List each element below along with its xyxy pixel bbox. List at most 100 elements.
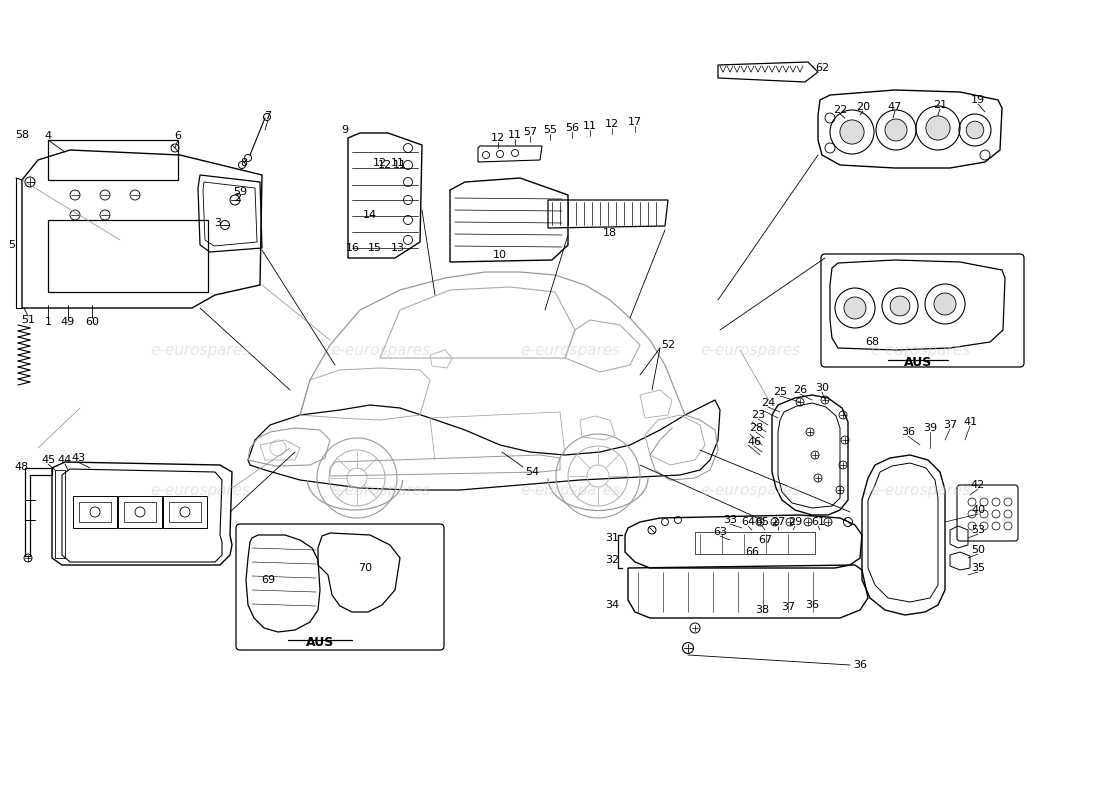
Text: 50: 50	[971, 545, 984, 555]
Text: 51: 51	[21, 315, 35, 325]
Text: 8: 8	[241, 158, 248, 168]
Circle shape	[840, 120, 865, 144]
Text: 11: 11	[583, 121, 597, 131]
Text: AUS: AUS	[904, 355, 932, 369]
Text: 29: 29	[788, 517, 802, 527]
Text: 11: 11	[393, 160, 407, 170]
Text: 64: 64	[741, 517, 755, 527]
Text: 11: 11	[508, 130, 522, 140]
Text: 47: 47	[888, 102, 902, 112]
Text: 12: 12	[605, 119, 619, 129]
Text: 65: 65	[755, 517, 769, 527]
Text: 36: 36	[852, 660, 867, 670]
Text: e-eurospares: e-eurospares	[520, 482, 620, 498]
Text: 1: 1	[44, 317, 52, 327]
Text: e-eurospares: e-eurospares	[700, 482, 800, 498]
Text: 44: 44	[58, 455, 73, 465]
Text: 3: 3	[214, 218, 221, 228]
Text: 34: 34	[605, 600, 619, 610]
Text: 63: 63	[713, 527, 727, 537]
Bar	[48, 220, 208, 292]
Text: e-eurospares: e-eurospares	[870, 482, 970, 498]
Text: 60: 60	[85, 317, 99, 327]
Text: e-eurospares: e-eurospares	[330, 342, 430, 358]
Text: 20: 20	[856, 102, 870, 112]
Text: 15: 15	[368, 243, 382, 253]
Text: 62: 62	[815, 63, 829, 73]
Text: 16: 16	[346, 243, 360, 253]
Text: 69: 69	[261, 575, 275, 585]
Circle shape	[966, 122, 983, 138]
Text: 39: 39	[923, 423, 937, 433]
Text: 27: 27	[771, 517, 785, 527]
Text: e-eurospares: e-eurospares	[870, 342, 970, 358]
Text: 61: 61	[811, 517, 825, 527]
Text: 18: 18	[603, 228, 617, 238]
Text: 9: 9	[341, 125, 349, 135]
Text: e-eurospares: e-eurospares	[520, 342, 620, 358]
Text: 59: 59	[233, 187, 248, 197]
Text: e-eurospares: e-eurospares	[700, 342, 800, 358]
Text: 40: 40	[971, 505, 986, 515]
Text: 10: 10	[493, 250, 507, 260]
Text: 56: 56	[565, 123, 579, 133]
Text: 6: 6	[175, 131, 182, 141]
Text: 68: 68	[865, 337, 879, 347]
Text: 22: 22	[833, 105, 847, 115]
Text: 32: 32	[605, 555, 619, 565]
Text: 67: 67	[758, 535, 772, 545]
Text: 14: 14	[363, 210, 377, 220]
Text: 49: 49	[60, 317, 75, 327]
Text: 70: 70	[358, 563, 372, 573]
Text: 36: 36	[901, 427, 915, 437]
Bar	[124, 502, 156, 522]
Bar	[169, 502, 201, 522]
Text: 42: 42	[971, 480, 986, 490]
Text: 38: 38	[755, 605, 769, 615]
Text: 11: 11	[390, 158, 405, 168]
Text: 35: 35	[971, 563, 984, 573]
Text: AUS: AUS	[306, 635, 334, 649]
Text: 57: 57	[522, 127, 537, 137]
Text: 48: 48	[15, 462, 29, 472]
Circle shape	[886, 119, 907, 141]
Text: 13: 13	[390, 243, 405, 253]
Bar	[118, 496, 162, 528]
Text: e-eurospares: e-eurospares	[150, 482, 250, 498]
Bar	[48, 140, 178, 180]
Text: 55: 55	[543, 125, 557, 135]
Text: 21: 21	[933, 100, 947, 110]
Text: 24: 24	[761, 398, 776, 408]
Text: 46: 46	[747, 437, 761, 447]
Text: 7: 7	[264, 111, 272, 121]
Text: 12: 12	[378, 160, 392, 170]
Text: e-eurospares: e-eurospares	[150, 342, 250, 358]
Text: 36: 36	[805, 600, 820, 610]
Text: 23: 23	[751, 410, 766, 420]
Text: 5: 5	[9, 240, 15, 250]
Text: 12: 12	[491, 133, 505, 143]
Text: 52: 52	[661, 340, 675, 350]
Text: 66: 66	[745, 547, 759, 557]
Text: 26: 26	[793, 385, 807, 395]
Text: 33: 33	[723, 515, 737, 525]
Circle shape	[934, 293, 956, 315]
Text: 4: 4	[44, 131, 52, 141]
Bar	[695, 532, 815, 554]
Circle shape	[890, 296, 910, 316]
Text: 37: 37	[943, 420, 957, 430]
Circle shape	[844, 297, 866, 319]
Text: 41: 41	[962, 417, 977, 427]
Text: 25: 25	[773, 387, 788, 397]
Text: 2: 2	[234, 193, 242, 203]
Text: 45: 45	[41, 455, 55, 465]
Bar	[79, 502, 111, 522]
Text: 19: 19	[971, 95, 986, 105]
Text: 37: 37	[781, 602, 795, 612]
Bar	[73, 496, 117, 528]
Text: 54: 54	[525, 467, 539, 477]
Text: 58: 58	[15, 130, 29, 140]
Text: 31: 31	[605, 533, 619, 543]
Bar	[163, 496, 207, 528]
Text: 12: 12	[373, 158, 387, 168]
